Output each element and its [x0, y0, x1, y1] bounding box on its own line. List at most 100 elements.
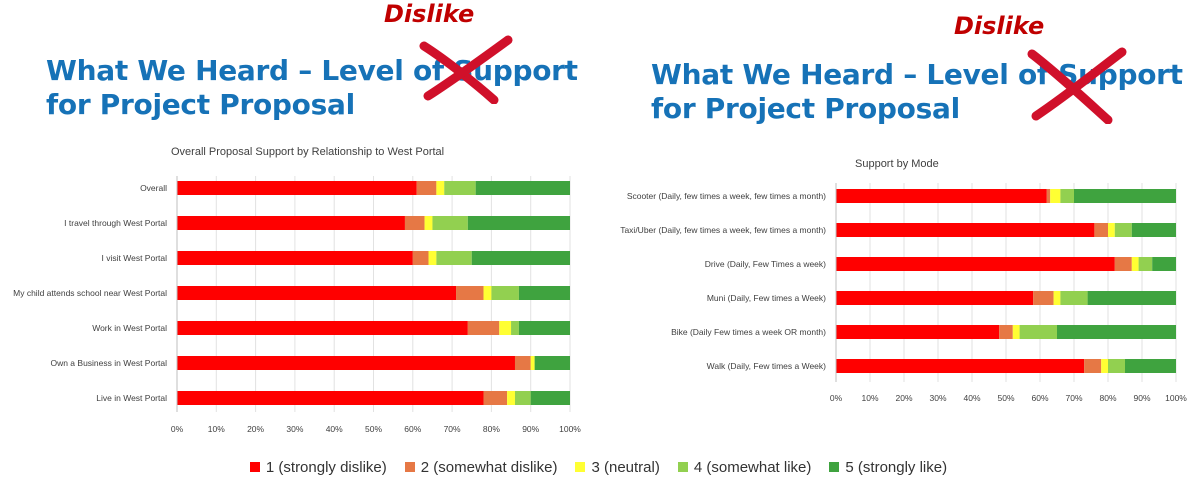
right-chart-bar-segment	[999, 325, 1013, 339]
right-chart-bar-segment	[1131, 223, 1176, 237]
legend-label: 1 (strongly dislike)	[265, 458, 387, 476]
legend-item: 2 (somewhat dislike)	[404, 459, 557, 476]
left-chart-category-label: Work in West Portal	[92, 323, 167, 333]
right-chart-x-tick-label: 0%	[830, 393, 843, 403]
right-chart-category-label: Bike (Daily Few times a week OR month)	[671, 327, 826, 337]
left-chart-bar-segment	[177, 286, 457, 300]
left-chart-bar-segment	[436, 251, 472, 265]
right-dislike-annotation: Dislike	[954, 12, 1045, 40]
right-chart-bar-segment	[1108, 223, 1115, 237]
right-chart-bar-segment	[1114, 257, 1132, 271]
left-chart-x-tick-label: 60%	[404, 424, 421, 434]
left-chart-bar-segment	[518, 286, 570, 300]
left-chart-x-tick-label: 70%	[444, 424, 461, 434]
left-chart-bar-segment	[530, 356, 535, 370]
legend-label: 3 (neutral)	[591, 458, 660, 476]
right-chart-x-tick-label: 40%	[963, 393, 980, 403]
left-chart-category-label: Overall	[140, 183, 167, 193]
left-chart-x-tick-label: 40%	[326, 424, 343, 434]
right-chart-bar-segment	[1084, 359, 1102, 373]
left-chart-bar-segment	[177, 216, 405, 230]
right-chart-x-tick-label: 70%	[1065, 393, 1082, 403]
left-chart-x-tick-label: 0%	[171, 424, 184, 434]
left-chart-bar-segment	[424, 216, 433, 230]
legend: 1 (strongly dislike) 2 (somewhat dislike)…	[0, 456, 1197, 478]
left-title-line1: What We Heard – Level of Support	[46, 54, 578, 87]
right-chart-bar-segment	[836, 359, 1085, 373]
left-chart-bar-segment	[177, 321, 468, 335]
left-chart-bar-segment	[428, 251, 437, 265]
left-chart-bar-segment	[467, 216, 570, 230]
right-title-line2: for Project Proposal	[651, 92, 960, 125]
left-chart-bar-segment	[416, 181, 437, 195]
left-chart-bar-segment	[499, 321, 512, 335]
left-chart-bar-segment	[534, 356, 570, 370]
right-chart-bar-segment	[836, 189, 1047, 203]
right-chart-bar-segment	[836, 223, 1095, 237]
legend-item: 1 (strongly dislike)	[249, 458, 387, 476]
left-chart-bar-segment	[436, 181, 445, 195]
right-chart-bar-segment	[1131, 257, 1139, 271]
left-chart-bar-segment	[511, 321, 519, 335]
right-chart-bar-segment	[1125, 359, 1176, 373]
right-slide: What We Heard – Level of Support for Pro…	[608, 0, 1197, 440]
left-chart-bar-segment	[530, 391, 570, 405]
left-chart-x-tick-label: 10%	[208, 424, 225, 434]
legend-item: 3 (neutral)	[575, 458, 660, 476]
left-chart-bar-segment	[412, 251, 429, 265]
left-chart-bar-segment	[177, 181, 417, 195]
right-chart-bar-segment	[1108, 359, 1125, 373]
left-chart-bar-segment	[483, 391, 508, 405]
left-chart-x-tick-label: 100%	[559, 424, 581, 434]
legend-label: 5 (strongly like)	[845, 458, 948, 476]
legend-swatch	[575, 462, 586, 472]
right-chart-bar-segment	[1012, 325, 1020, 339]
right-chart-bar-segment	[836, 291, 1034, 305]
right-chart-category-label: Scooter (Daily, few times a week, few ti…	[627, 191, 826, 201]
left-dislike-annotation: Dislike	[384, 0, 475, 28]
right-chart-bar-segment	[1101, 359, 1108, 373]
left-chart-bar-segment	[177, 391, 484, 405]
legend-swatch	[829, 462, 840, 472]
right-chart-bar-segment	[1087, 291, 1176, 305]
left-chart-bar-segment	[483, 286, 492, 300]
left-chart-bar-segment	[491, 286, 519, 300]
right-chart-x-tick-label: 80%	[1099, 393, 1116, 403]
right-chart-category-label: Muni (Daily, Few times a Week)	[707, 293, 826, 303]
right-chart-bar-segment	[1019, 325, 1057, 339]
right-chart-x-tick-label: 50%	[997, 393, 1014, 403]
right-chart-x-tick-label: 30%	[929, 393, 946, 403]
left-chart-bar-segment	[444, 181, 476, 195]
left-chart-bar-segment	[456, 286, 484, 300]
left-chart-bar-segment	[514, 356, 531, 370]
left-chart-bar-segment	[177, 356, 515, 370]
right-chart-bar-segment	[1114, 223, 1132, 237]
left-chart-bar-segment	[514, 391, 531, 405]
right-chart-bar-segment	[1060, 291, 1088, 305]
left-title-line2: for Project Proposal	[46, 88, 355, 121]
left-cross-out-mark	[419, 35, 513, 104]
left-chart-category-label: Live in West Portal	[96, 393, 167, 403]
left-slide: What We Heard – Level of Support for Pro…	[0, 0, 605, 440]
legend-swatch	[249, 462, 260, 472]
left-chart-x-tick-label: 90%	[522, 424, 539, 434]
right-chart-bar-segment	[1152, 257, 1176, 271]
left-chart-x-tick-label: 80%	[483, 424, 500, 434]
right-chart-category-label: Taxi/Uber (Daily, few times a week, few …	[620, 225, 826, 235]
left-chart-title: Overall Proposal Support by Relationship…	[171, 146, 445, 158]
right-chart-x-tick-label: 20%	[895, 393, 912, 403]
right-chart-category-label: Drive (Daily, Few Times a week)	[705, 259, 826, 269]
right-chart-bar-segment	[1053, 291, 1061, 305]
right-chart-category-label: Walk (Daily, Few times a Week)	[707, 361, 827, 371]
right-chart-bar-segment	[1138, 257, 1153, 271]
left-chart-x-tick-label: 30%	[286, 424, 303, 434]
left-chart-x-tick-label: 20%	[247, 424, 264, 434]
right-chart-bar-segment	[1046, 189, 1051, 203]
left-chart-bar-segment	[518, 321, 570, 335]
right-chart: 0% 10% 20% 30% 40% 50% 60% 70% 80% 90% 100% Scooter…	[620, 183, 1187, 403]
legend-swatch	[677, 462, 688, 472]
left-chart-bar-segment	[507, 391, 515, 405]
right-chart-x-tick-label: 100%	[1165, 393, 1187, 403]
left-chart: 0% 10% 20% 30% 40% 50% 60% 70% 80% 90% 100% Overall…	[13, 176, 581, 434]
right-chart-bar-segment	[1050, 189, 1061, 203]
